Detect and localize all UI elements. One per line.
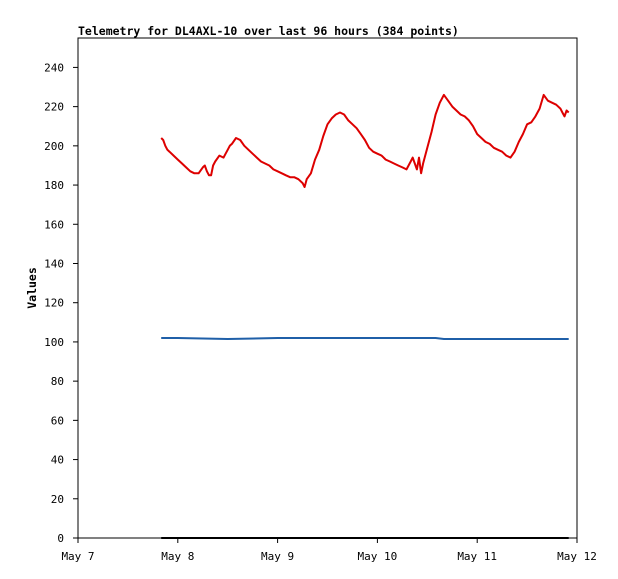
y-tick-label: 160 (44, 218, 64, 231)
x-tick-label: May 10 (358, 550, 398, 563)
x-axis: May 7 May 8 May 9 May 10 May 11 May 12 (61, 538, 597, 563)
x-tick-label: May 7 (61, 550, 94, 563)
y-tick-label: 240 (44, 61, 64, 74)
y-tick-label: 60 (51, 414, 64, 427)
x-tick-label: May 9 (261, 550, 294, 563)
series-layer (160, 93, 570, 539)
series-line-2 (161, 337, 569, 340)
y-axis-title: Values (25, 267, 39, 309)
y-tick-label: 0 (57, 532, 64, 545)
y-tick-label: 140 (44, 257, 64, 270)
y-tick-label: 200 (44, 140, 64, 153)
x-tick-label: May 8 (161, 550, 194, 563)
y-tick-label: 40 (51, 454, 64, 467)
series-line-1 (160, 93, 570, 188)
y-tick-label: 80 (51, 375, 64, 388)
x-tick-label: May 11 (457, 550, 497, 563)
y-tick-label: 100 (44, 336, 64, 349)
y-tick-label: 180 (44, 179, 64, 192)
x-tick-label: May 12 (557, 550, 597, 563)
y-tick-label: 220 (44, 101, 64, 114)
y-axis: 0 20 40 60 80 100 120 140 160 180 200 220 240 (44, 61, 78, 545)
y-tick-label: 120 (44, 297, 64, 310)
chart-title: Telemetry for DL4AXL-10 over last 96 hou… (78, 24, 459, 38)
y-tick-label: 20 (51, 493, 64, 506)
